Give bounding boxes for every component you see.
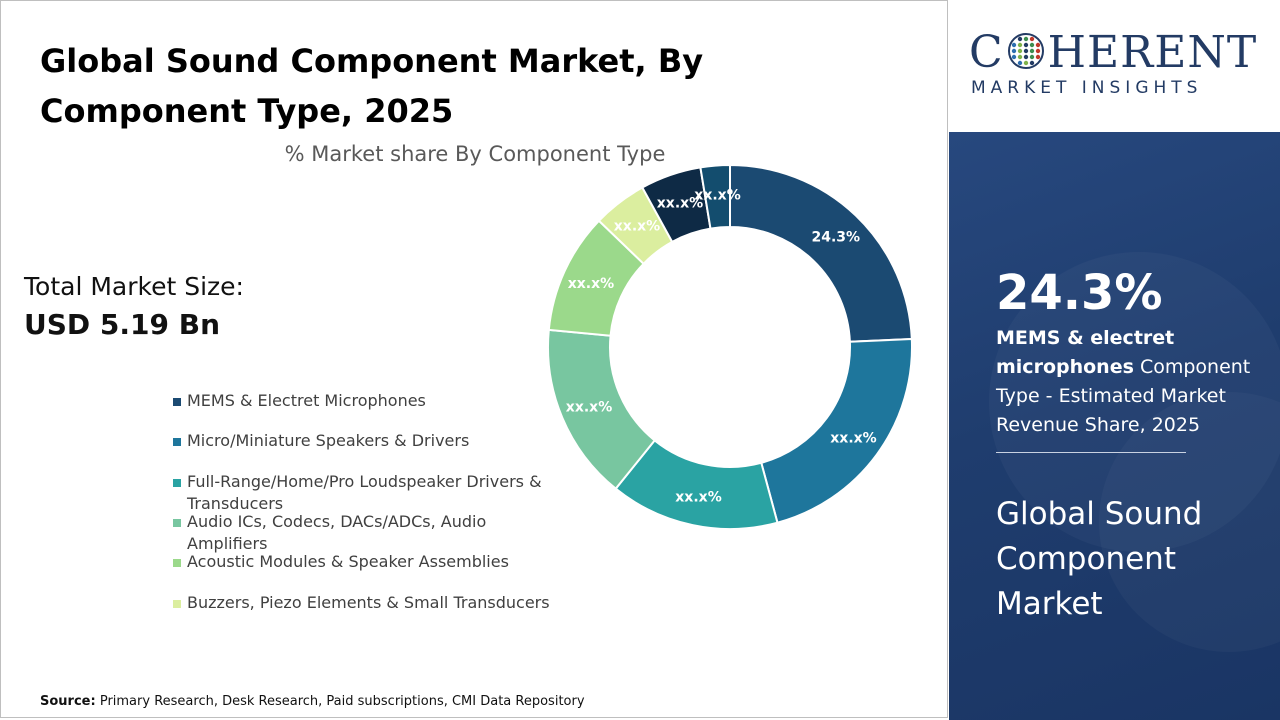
legend-item-mems: MEMS & Electret Microphones	[170, 390, 570, 412]
legend-item-loudspeaker-drivers: Full-Range/Home/Pro Loudspeaker Drivers …	[170, 471, 570, 515]
donut-label-8: xx.x%	[694, 188, 740, 204]
total-market-label: Total Market Size:	[24, 272, 244, 301]
logo: C HERENT MARKET INSIGHTS	[949, 0, 1280, 132]
legend-label: Buzzers, Piezo Elements & Small Transduc…	[187, 593, 550, 612]
chart-frame	[0, 0, 948, 718]
legend-swatch	[173, 438, 181, 446]
highlight-segment: MEMS & electret microphones	[996, 327, 1175, 378]
legend-item-buzzers: Buzzers, Piezo Elements & Small Transduc…	[170, 592, 570, 614]
source-text: Primary Research, Desk Research, Paid su…	[99, 694, 585, 709]
logo-wordmark: HERENT	[1047, 27, 1258, 78]
total-market-value: USD 5.19 Bn	[24, 308, 220, 341]
highlight-caption: Component Type - Estimated Market Revenu…	[996, 356, 1251, 436]
donut-slice-8	[699, 163, 731, 230]
legend-swatch	[173, 600, 181, 608]
logo-tagline: MARKET INSIGHTS	[971, 78, 1203, 98]
globe-dots-icon	[1007, 33, 1044, 69]
legend-label: Acoustic Modules & Speaker Assemblies	[187, 552, 509, 571]
market-name: Global Sound Component Market	[996, 496, 1203, 622]
legend-label: MEMS & Electret Microphones	[187, 391, 426, 410]
logo-letter: C	[969, 27, 1004, 78]
legend-item-acoustic-modules: Acoustic Modules & Speaker Assemblies	[170, 551, 570, 573]
legend-swatch	[173, 519, 181, 527]
legend-swatch	[173, 479, 181, 487]
info-sidebar: C HERENT MARKET INSIGHTS 24.3% MEMS & el…	[949, 0, 1280, 720]
donut-label-3: xx.x%	[675, 490, 721, 506]
highlight-panel: 24.3% MEMS & electret microphones Compon…	[949, 132, 1280, 720]
donut-label-6: xx.x%	[614, 219, 660, 235]
panel-divider	[996, 452, 1186, 453]
donut-slice-1	[729, 163, 913, 343]
legend-label: Micro/Miniature Speakers & Drivers	[187, 431, 470, 450]
legend-item-micro-speakers: Micro/Miniature Speakers & Drivers	[170, 430, 570, 452]
page-title: Global Sound Component Market, By Compon…	[40, 42, 704, 130]
donut-label-4: xx.x%	[566, 399, 612, 415]
source-label: Source:	[40, 694, 96, 709]
legend-label: Audio ICs, Codecs, DACs/ADCs, Audio Ampl…	[187, 512, 487, 553]
donut-chart: 24.3%xx.x%xx.x%xx.x%xx.x%xx.x%xx.x%xx.x%	[547, 163, 913, 530]
legend-item-audio-ics: Audio ICs, Codecs, DACs/ADCs, Audio Ampl…	[170, 511, 570, 555]
legend-swatch	[173, 559, 181, 567]
donut-label-5: xx.x%	[568, 276, 614, 292]
legend-swatch	[173, 398, 181, 406]
highlight-description: MEMS & electret microphones Component Ty…	[996, 324, 1261, 440]
legend-label: Full-Range/Home/Pro Loudspeaker Drivers …	[187, 472, 542, 513]
donut-label-7: xx.x%	[657, 195, 703, 211]
source-note: Source: Primary Research, Desk Research,…	[40, 694, 585, 709]
donut-label-2: xx.x%	[830, 430, 876, 446]
donut-label-1: 24.3%	[811, 229, 860, 245]
highlight-stat: 24.3%	[996, 265, 1163, 321]
chart-subtitle: % Market share By Component Type	[284, 142, 666, 166]
